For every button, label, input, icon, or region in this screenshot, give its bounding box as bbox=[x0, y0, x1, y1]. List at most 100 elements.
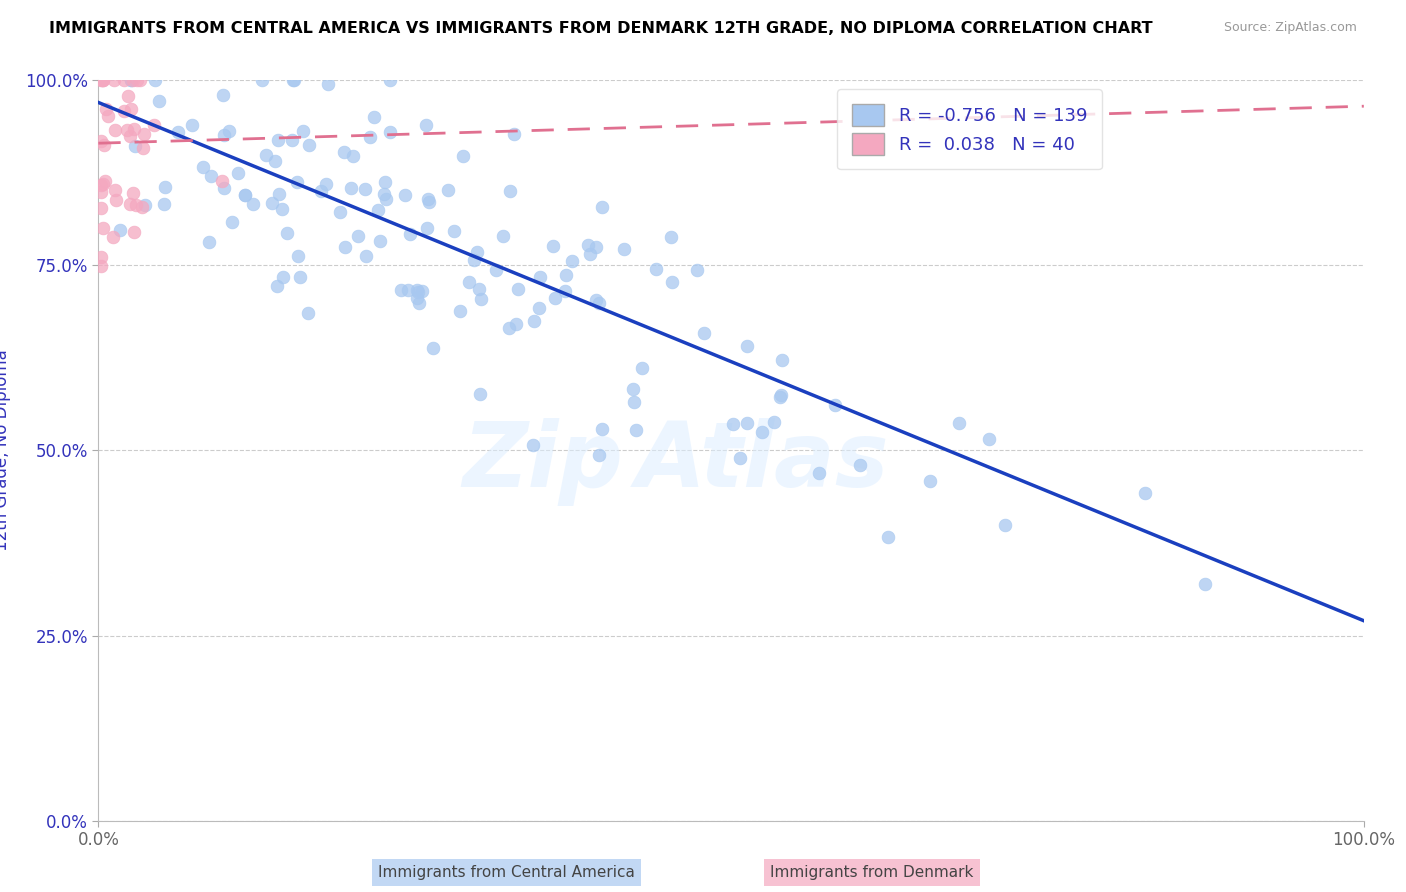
Point bbox=[378, 73, 401, 87]
Point bbox=[523, 314, 546, 328]
Point bbox=[735, 338, 758, 352]
Point bbox=[281, 133, 304, 147]
Point bbox=[769, 387, 792, 401]
Point bbox=[269, 187, 291, 202]
Point bbox=[90, 201, 112, 215]
Point bbox=[437, 183, 460, 197]
Point bbox=[1135, 486, 1157, 500]
Point bbox=[368, 234, 391, 248]
Point bbox=[485, 262, 508, 277]
Point bbox=[298, 138, 321, 153]
Point bbox=[994, 518, 1017, 533]
Point bbox=[252, 73, 274, 87]
Point bbox=[281, 73, 304, 87]
Point bbox=[492, 229, 515, 244]
Point bbox=[124, 138, 146, 153]
Point bbox=[120, 128, 142, 143]
Point bbox=[415, 118, 437, 132]
Point bbox=[254, 147, 277, 161]
Point bbox=[554, 284, 576, 298]
Point bbox=[262, 196, 284, 211]
Point bbox=[90, 135, 112, 149]
Point bbox=[503, 128, 526, 142]
Point bbox=[659, 230, 682, 244]
Point bbox=[1194, 577, 1216, 591]
Point bbox=[522, 438, 544, 452]
Point bbox=[221, 215, 243, 229]
Point bbox=[508, 282, 530, 296]
Point bbox=[91, 177, 114, 191]
Point bbox=[128, 73, 150, 87]
Point bbox=[125, 198, 148, 212]
Point bbox=[347, 229, 370, 244]
Point bbox=[266, 279, 288, 293]
Point bbox=[498, 321, 520, 335]
Text: Zip: Zip bbox=[463, 417, 623, 506]
Point bbox=[721, 417, 744, 431]
Point bbox=[104, 183, 127, 197]
Point bbox=[112, 73, 135, 87]
Point bbox=[389, 283, 412, 297]
Point bbox=[591, 422, 613, 436]
Point bbox=[90, 250, 112, 264]
Text: Source: ZipAtlas.com: Source: ZipAtlas.com bbox=[1223, 21, 1357, 34]
Point bbox=[315, 177, 337, 191]
Point bbox=[115, 123, 138, 137]
Point bbox=[291, 124, 314, 138]
Point bbox=[167, 125, 190, 139]
Point bbox=[267, 133, 290, 147]
Point bbox=[543, 291, 565, 305]
Point bbox=[91, 73, 114, 87]
Point bbox=[686, 262, 709, 277]
Point bbox=[271, 269, 294, 284]
Point bbox=[735, 417, 758, 431]
Point bbox=[422, 341, 444, 355]
Point bbox=[212, 88, 235, 103]
Point bbox=[613, 242, 636, 256]
Point bbox=[458, 275, 481, 289]
Point bbox=[316, 77, 339, 91]
Point bbox=[242, 197, 264, 211]
Point bbox=[505, 318, 527, 332]
Point bbox=[375, 192, 398, 206]
Point bbox=[104, 123, 127, 137]
Text: Immigrants from Denmark: Immigrants from Denmark bbox=[770, 865, 973, 880]
Point bbox=[416, 221, 439, 235]
Point bbox=[333, 240, 356, 254]
Point bbox=[283, 73, 305, 87]
Point bbox=[585, 293, 607, 308]
Point bbox=[218, 124, 240, 138]
Point bbox=[122, 225, 145, 239]
Point bbox=[226, 166, 249, 180]
Point bbox=[120, 196, 142, 211]
Point bbox=[270, 202, 292, 217]
Point bbox=[91, 73, 114, 87]
Point bbox=[451, 148, 474, 162]
Point bbox=[134, 197, 156, 211]
Point bbox=[122, 122, 145, 136]
Point bbox=[443, 224, 465, 238]
Point bbox=[948, 416, 970, 430]
Point bbox=[233, 187, 256, 202]
Point bbox=[180, 118, 202, 132]
Legend: R = -0.756   N = 139, R =  0.038   N = 40: R = -0.756 N = 139, R = 0.038 N = 40 bbox=[838, 89, 1102, 169]
Point bbox=[406, 283, 429, 297]
Point bbox=[356, 249, 378, 263]
Point bbox=[96, 109, 118, 123]
Point bbox=[101, 229, 124, 244]
Point bbox=[763, 416, 786, 430]
Point bbox=[374, 175, 396, 189]
Point bbox=[90, 73, 112, 87]
Point bbox=[824, 398, 846, 412]
Point bbox=[541, 239, 564, 253]
Point bbox=[467, 282, 489, 296]
Point bbox=[585, 240, 607, 254]
Point bbox=[561, 254, 583, 268]
Point bbox=[142, 118, 165, 132]
Point bbox=[122, 186, 145, 200]
Point bbox=[529, 269, 551, 284]
Point bbox=[416, 192, 439, 206]
Point bbox=[367, 202, 389, 217]
Point bbox=[770, 353, 793, 368]
Point bbox=[579, 246, 602, 260]
